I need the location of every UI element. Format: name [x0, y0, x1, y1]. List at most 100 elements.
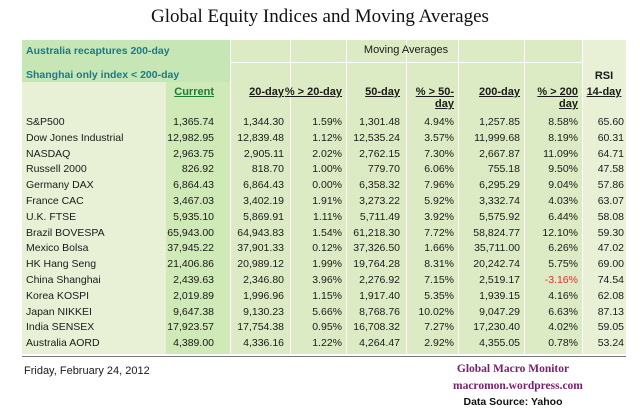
cell-ma20: 1,996.96 — [243, 289, 284, 302]
cell-current: 2,963.75 — [173, 147, 214, 160]
cell-rsi: 69.00 — [597, 258, 624, 271]
cell-rsi: 64.71 — [597, 147, 624, 160]
cell-pct20: 0.12% — [312, 242, 342, 255]
header-pct-50-day: % > 50-day — [415, 86, 454, 110]
cell-ma50: 2,276.92 — [359, 274, 400, 286]
column-divider — [346, 40, 347, 354]
cell-ma50: 37,326.50 — [353, 242, 400, 255]
cell-pct20: 1.15% — [312, 289, 342, 302]
column-divider — [582, 40, 583, 354]
cell-pct20: 1.12% — [312, 131, 342, 144]
cell-ma20: 6,864.43 — [243, 179, 284, 192]
cell-pct50: 1.66% — [424, 242, 454, 255]
cell-current: 12,982.95 — [167, 131, 214, 144]
cell-pct200: -3.16% — [544, 274, 578, 286]
cell-ma50: 19,764.28 — [353, 258, 400, 271]
header-200-day: 200-day — [479, 86, 520, 98]
cell-pct200: 6.44% — [548, 210, 578, 223]
cell-ma50: 1,917.40 — [359, 289, 400, 302]
cell-ma200: 58,824.77 — [473, 226, 520, 239]
cell-pct20: 0.95% — [312, 321, 342, 334]
cell-pct200: 8.19% — [548, 131, 578, 144]
table-row: India SENSEX 17,923.57 17,754.38 0.95% 16,70… — [22, 321, 626, 335]
header-divider — [230, 62, 582, 63]
cell-pct50: 6.06% — [424, 163, 454, 176]
cell-ma20: 818.70 — [251, 163, 284, 176]
cell-pct20: 1.91% — [312, 195, 342, 207]
cell-pct20: 5.66% — [312, 305, 342, 318]
cell-ma50: 4,264.47 — [359, 337, 400, 350]
cell-ma50: 16,708.32 — [353, 321, 400, 334]
cell-pct50: 5.35% — [424, 289, 454, 302]
cell-name: Brazil BOVESPA — [26, 226, 105, 239]
cell-pct200: 4.02% — [548, 321, 578, 334]
cell-rsi: 57.86 — [597, 179, 624, 192]
table-row: Mexico Bolsa 37,945.22 37,901.33 0.12% 37,32… — [22, 242, 626, 256]
table-row: S&P500 1,365.74 1,344.30 1.59% 1,301.48 4.94%… — [22, 116, 626, 130]
cell-pct50: 3.57% — [424, 131, 454, 144]
cell-pct20: 1.11% — [313, 210, 342, 223]
cell-pct200: 5.75% — [548, 258, 578, 271]
rsi-column-background — [582, 40, 626, 354]
indices-table: Australia recaptures 200-day Shanghai on… — [22, 40, 626, 354]
cell-pct200: 12.10% — [542, 226, 578, 239]
cell-pct50: 7.27% — [424, 321, 454, 334]
cell-current: 65,943.00 — [167, 226, 214, 239]
brand-url: macromon.wordpress.com — [453, 380, 583, 392]
cell-ma20: 4,336.16 — [243, 337, 284, 350]
page-title: Global Equity Indices and Moving Average… — [151, 6, 489, 27]
cell-pct50: 4.94% — [424, 116, 454, 128]
table-row: HK Hang Seng 21,406.86 20,989.12 1.99% 19,76… — [22, 258, 626, 272]
table-row: Russell 2000 826.92 818.70 1.00% 779.70 6.06%… — [22, 163, 626, 177]
name-column-background — [22, 40, 166, 354]
column-divider — [406, 40, 407, 354]
cell-ma200: 755.18 — [487, 163, 520, 176]
cell-ma200: 3,332.74 — [479, 195, 520, 207]
cell-ma20: 12,839.48 — [237, 131, 284, 144]
cell-rsi: 59.30 — [597, 226, 624, 239]
cell-current: 17,923.57 — [167, 321, 214, 334]
cell-current: 3,467.03 — [173, 195, 214, 207]
cell-pct50: 7.15% — [424, 274, 454, 286]
cell-pct50: 10.02% — [418, 305, 454, 318]
cell-ma50: 2,762.15 — [359, 147, 400, 160]
column-divider — [290, 40, 291, 354]
column-divider — [230, 40, 231, 354]
cell-pct50: 7.96% — [424, 179, 454, 192]
cell-ma200: 4,355.05 — [479, 337, 520, 350]
cell-rsi: 74.54 — [597, 274, 624, 286]
cell-pct20: 1.22% — [312, 337, 342, 350]
header-pct-20-day: % > 20-day — [284, 86, 342, 98]
cell-pct20: 1.99% — [312, 258, 342, 271]
cell-pct20: 0.00% — [312, 179, 342, 192]
table-row: Australia AORD 4,389.00 4,336.16 1.22% 4,264… — [22, 337, 626, 351]
cell-current: 2,439.63 — [173, 274, 214, 286]
rsi-period-header: 14-day — [586, 86, 622, 98]
header-pct-200-day: % > 200 day — [537, 86, 578, 110]
column-divider — [458, 40, 459, 354]
cell-pct200: 9.04% — [548, 179, 578, 192]
table-row: Korea KOSPI 2,019.89 1,996.96 1.15% 1,917.40… — [22, 290, 626, 304]
cell-current: 1,365.74 — [173, 116, 214, 128]
cell-ma200: 35,711.00 — [474, 242, 520, 255]
table-row: Japan NIKKEI 9,647.38 9,130.23 5.66% 8,768.7… — [22, 306, 626, 320]
date-label: Friday, February 24, 2012 — [24, 365, 150, 377]
cell-pct200: 4.03% — [548, 195, 578, 207]
table-row: Dow Jones Industrial 12,982.95 12,839.48 1.… — [22, 132, 626, 146]
cell-current: 4,389.00 — [173, 337, 214, 350]
cell-current: 21,406.86 — [167, 258, 214, 271]
cell-current: 37,945.22 — [167, 242, 214, 255]
cell-pct20: 1.00% — [312, 163, 342, 176]
cell-rsi: 87.13 — [597, 305, 624, 318]
cell-ma200: 9,047.29 — [479, 305, 520, 318]
cell-ma200: 5,575.92 — [479, 210, 520, 223]
cell-ma200: 1,257.85 — [479, 116, 520, 128]
cell-name: Dow Jones Industrial — [26, 131, 124, 144]
cell-name: Japan NIKKEI — [26, 305, 92, 318]
cell-current: 2,019.89 — [173, 289, 214, 302]
cell-ma20: 3,402.19 — [243, 195, 284, 207]
cell-pct20: 1.59% — [312, 116, 342, 128]
cell-name: Australia AORD — [26, 337, 100, 350]
cell-pct200: 4.16% — [548, 289, 578, 302]
cell-ma50: 779.70 — [367, 163, 400, 176]
